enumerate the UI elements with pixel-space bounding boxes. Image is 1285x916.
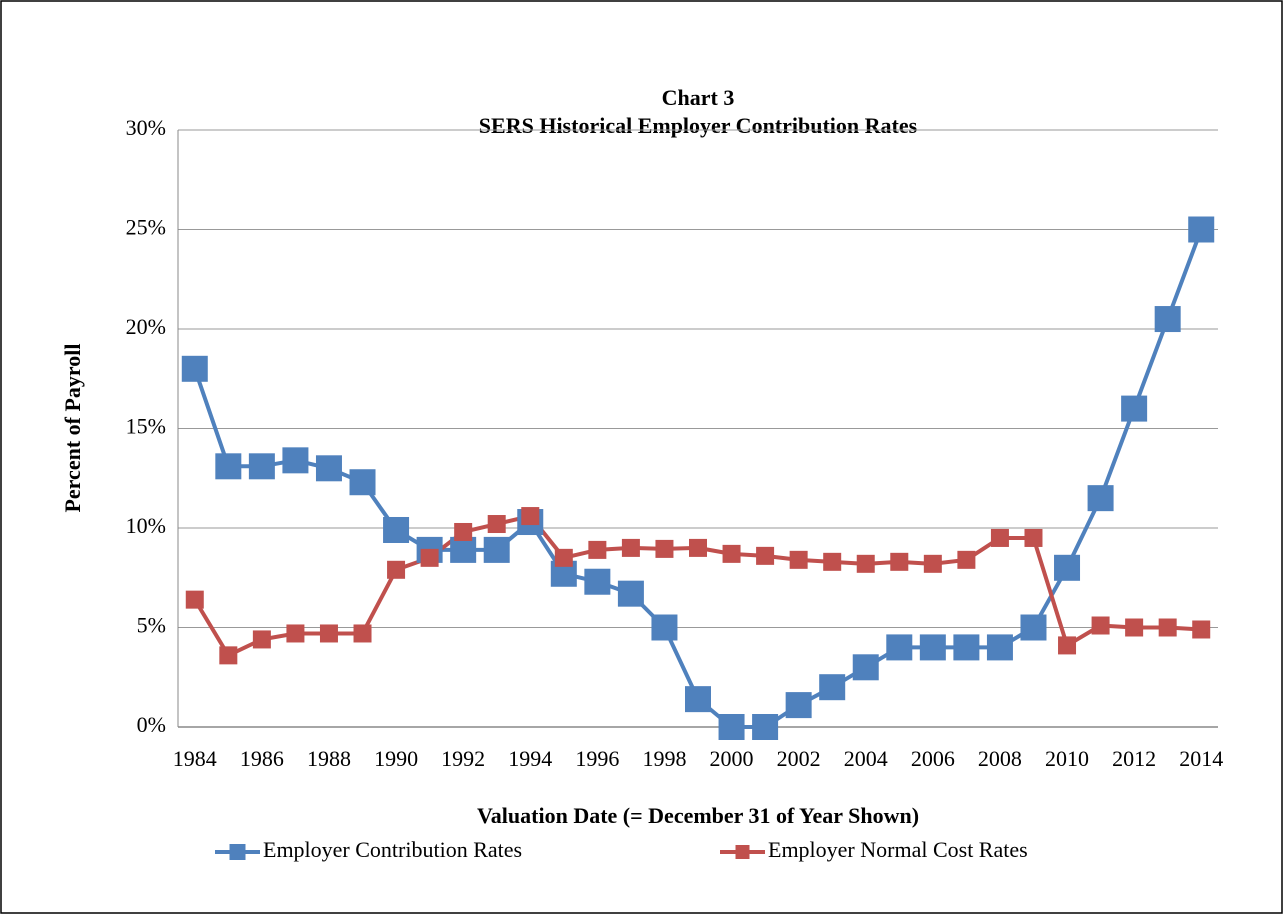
data-point — [215, 453, 242, 480]
data-point — [1158, 618, 1177, 637]
data-point — [1121, 395, 1148, 422]
x-tick-label: 2012 — [1112, 746, 1156, 771]
chart-subtitle: SERS Historical Employer Contribution Ra… — [479, 113, 918, 138]
data-point — [819, 674, 846, 701]
data-point — [181, 355, 208, 382]
data-point — [554, 548, 573, 567]
x-tick-label: 1990 — [374, 746, 418, 771]
data-point — [823, 552, 842, 571]
data-point — [387, 560, 406, 579]
y-axis-label: Percent of Payroll — [60, 343, 85, 512]
x-tick-label: 2002 — [777, 746, 821, 771]
data-point — [886, 634, 913, 661]
data-point — [219, 646, 238, 665]
y-tick-label: 30% — [126, 115, 166, 140]
data-point — [621, 538, 640, 557]
data-point — [584, 568, 611, 595]
x-tick-label: 2014 — [1179, 746, 1223, 771]
x-tick-label: 2000 — [710, 746, 754, 771]
data-point — [651, 614, 678, 641]
data-point — [990, 528, 1009, 547]
data-point — [252, 630, 271, 649]
data-point — [248, 453, 275, 480]
data-point — [1087, 485, 1114, 512]
data-point — [685, 686, 711, 713]
data-point — [454, 522, 473, 541]
data-point — [756, 546, 775, 565]
x-tick-label: 1998 — [642, 746, 686, 771]
data-point — [1091, 616, 1110, 635]
data-point — [450, 536, 477, 563]
x-tick-label: 1984 — [173, 746, 217, 771]
data-point — [521, 507, 540, 526]
data-point — [689, 538, 707, 557]
y-tick-label: 5% — [137, 613, 166, 638]
legend-marker — [229, 844, 246, 860]
data-point — [286, 624, 305, 643]
data-point — [383, 516, 410, 543]
data-point — [420, 548, 439, 567]
data-point — [789, 550, 808, 569]
data-point — [349, 469, 376, 496]
data-point — [319, 624, 338, 643]
data-point — [1058, 636, 1077, 655]
legend-marker — [735, 845, 750, 859]
x-tick-label: 1988 — [307, 746, 351, 771]
y-tick-label: 25% — [126, 215, 166, 240]
data-point — [986, 634, 1013, 661]
x-tick-label: 2006 — [911, 746, 955, 771]
data-point — [1054, 554, 1081, 581]
data-point — [752, 714, 779, 740]
data-point — [919, 634, 946, 661]
legend-label: Employer Contribution Rates — [263, 837, 522, 862]
data-point — [487, 515, 506, 534]
y-tick-label: 15% — [126, 414, 166, 439]
data-point — [588, 540, 607, 559]
data-point — [282, 447, 309, 474]
data-point — [785, 692, 812, 719]
data-point — [1154, 306, 1181, 333]
data-point — [957, 550, 976, 569]
data-point — [856, 554, 875, 573]
data-point — [1024, 528, 1043, 547]
y-tick-label: 0% — [137, 712, 166, 737]
legend-label: Employer Normal Cost Rates — [768, 837, 1028, 862]
data-point — [483, 536, 510, 563]
data-point — [722, 544, 741, 563]
data-point — [953, 634, 980, 661]
data-point — [617, 580, 644, 607]
data-point — [1125, 618, 1144, 637]
data-point — [890, 552, 909, 571]
y-tick-label: 10% — [126, 513, 166, 538]
data-point — [923, 554, 942, 573]
data-point — [1020, 614, 1047, 641]
chart-title: Chart 3 — [662, 85, 735, 110]
x-tick-label: 2010 — [1045, 746, 1089, 771]
data-point — [655, 539, 674, 558]
data-point — [1188, 216, 1215, 243]
x-tick-label: 1992 — [441, 746, 485, 771]
data-point — [852, 654, 879, 681]
data-point — [1192, 620, 1211, 639]
data-point — [718, 714, 745, 740]
data-point — [315, 455, 342, 482]
x-tick-label: 2008 — [978, 746, 1022, 771]
x-tick-label: 2004 — [844, 746, 888, 771]
x-tick-label: 1986 — [240, 746, 284, 771]
x-tick-label: 1994 — [508, 746, 552, 771]
x-axis-label: Valuation Date (= December 31 of Year Sh… — [477, 803, 919, 828]
y-tick-label: 20% — [126, 314, 166, 339]
data-point — [353, 624, 372, 643]
x-tick-label: 1996 — [575, 746, 619, 771]
data-point — [185, 590, 204, 609]
